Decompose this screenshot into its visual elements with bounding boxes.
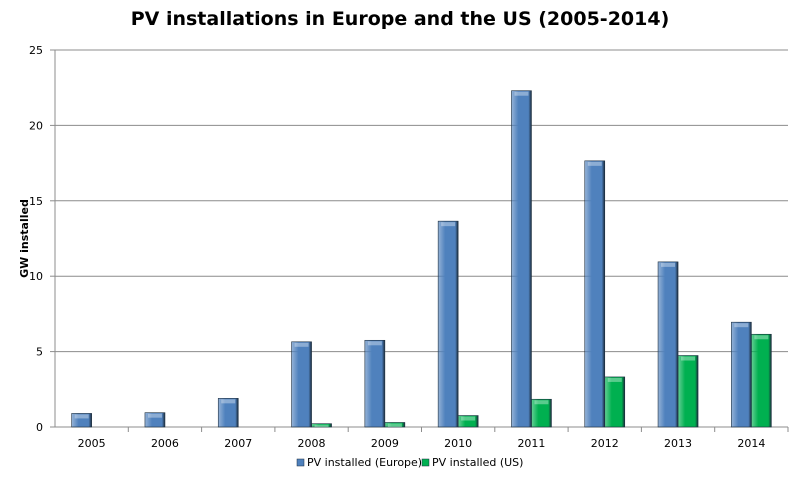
bar-us <box>311 423 332 428</box>
bar-highlight <box>681 356 696 361</box>
y-tick-label: 0 <box>36 421 43 434</box>
x-tick-label: 2005 <box>78 437 106 450</box>
bar-highlight <box>221 399 236 404</box>
bar-europe <box>71 413 92 428</box>
legend-label: PV installed (Europe) <box>307 456 422 469</box>
bar-europe <box>511 90 532 428</box>
bar-europe <box>364 339 386 428</box>
chart-title: PV installations in Europe and the US (2… <box>130 8 670 30</box>
y-tick-label: 10 <box>29 270 43 283</box>
bar-europe <box>217 398 239 428</box>
bar-highlight <box>147 413 162 418</box>
y-tick-label: 20 <box>29 119 43 132</box>
y-axis-label: GW installed <box>18 199 31 278</box>
x-tick-label: 2013 <box>664 437 692 450</box>
bar-us <box>604 376 626 428</box>
legend-label: PV installed (US) <box>432 456 523 469</box>
bar-highlight <box>607 377 622 382</box>
bar-highlight <box>534 400 549 405</box>
bar-us <box>677 355 699 428</box>
bar-us <box>457 415 479 428</box>
bar-europe <box>657 261 679 428</box>
bar-highlight <box>587 161 602 166</box>
x-tick-label: 2007 <box>224 437 252 450</box>
bar-highlight <box>314 424 329 427</box>
bar-europe <box>291 341 312 428</box>
bar-highlight <box>367 341 382 346</box>
y-tick-label: 15 <box>29 195 43 208</box>
legend-swatch <box>296 458 305 467</box>
x-tick-label: 2012 <box>591 437 619 450</box>
x-tick-label: 2006 <box>151 437 179 450</box>
bar-europe <box>144 412 166 428</box>
y-tick-label: 5 <box>36 346 43 359</box>
bar-highlight <box>387 423 402 427</box>
bar-europe <box>584 160 606 428</box>
bar-highlight <box>74 414 89 419</box>
x-tick-label: 2009 <box>371 437 399 450</box>
bar-highlight <box>514 91 529 96</box>
bar-highlight <box>754 335 769 340</box>
x-tick-label: 2011 <box>517 437 545 450</box>
bar-highlight <box>734 323 749 328</box>
x-tick-label: 2014 <box>737 437 765 450</box>
bar-us <box>751 333 772 428</box>
bar-us <box>384 422 406 428</box>
bar-us <box>531 398 552 428</box>
y-tick-label: 25 <box>29 44 43 57</box>
legend-swatch <box>421 458 430 467</box>
x-tick-label: 2008 <box>298 437 326 450</box>
bar-highlight <box>661 262 676 267</box>
bar-highlight <box>461 416 476 421</box>
bar-highlight <box>441 222 456 227</box>
bar-highlight <box>294 342 309 347</box>
x-tick-label: 2010 <box>444 437 472 450</box>
bar-europe <box>731 321 752 428</box>
bar-europe <box>437 220 459 428</box>
